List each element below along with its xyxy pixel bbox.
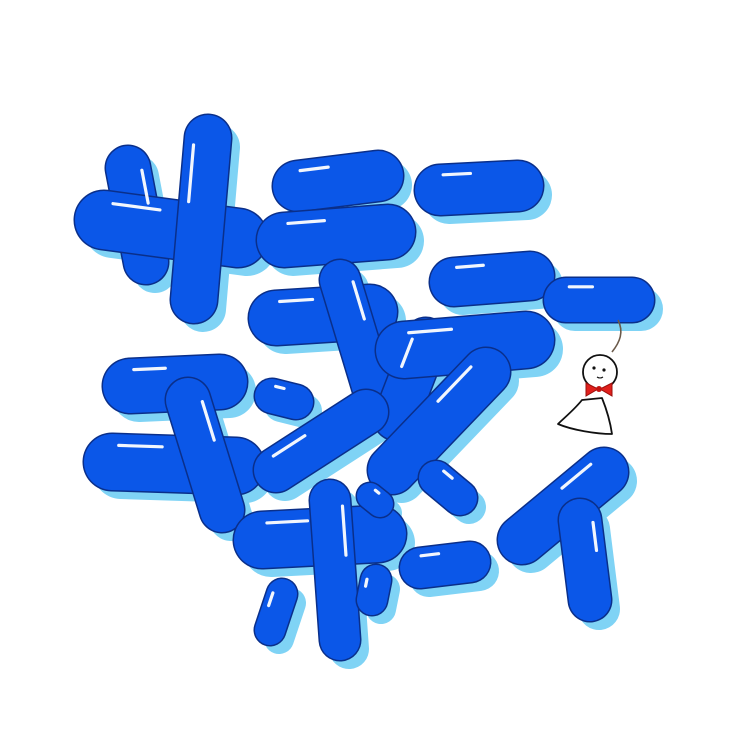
- sa2-bar-highlight: [278, 297, 315, 304]
- bo-right-stroke: [357, 565, 391, 615]
- bo-dot-highlight: [373, 488, 381, 495]
- i2-stroke-highlight: [400, 337, 414, 369]
- mo-stem-stroke: [166, 378, 244, 532]
- letter-fill-layer: [73, 113, 656, 662]
- ku-top-stroke: [376, 312, 554, 378]
- bo-right-highlight: [363, 577, 369, 588]
- ku-dot-stroke: [419, 461, 477, 515]
- ku-sweep-highlight: [436, 365, 473, 403]
- long-bar-1-highlight: [441, 171, 473, 177]
- long-bar-1-stroke: [415, 161, 543, 215]
- ni1-lower-stroke: [257, 205, 415, 267]
- ku-top-highlight: [407, 327, 454, 335]
- charm-bow-left: [585, 382, 600, 397]
- i2-bar-stroke: [430, 252, 554, 306]
- bo-dot-stroke: [357, 483, 393, 517]
- letter-highlight-layer: [111, 143, 599, 608]
- mo-mid-highlight: [117, 443, 164, 449]
- ku-sweep-stroke: [368, 348, 510, 494]
- bo-stem-highlight: [340, 504, 348, 557]
- sa-left-post-highlight: [140, 168, 150, 205]
- charm-left-eye: [592, 366, 596, 370]
- n-dot-stroke: [255, 379, 313, 419]
- sa-right-post-stroke: [171, 115, 231, 323]
- long-bar-3-stroke: [400, 542, 490, 588]
- n-dot-highlight: [274, 384, 286, 391]
- sa-crossbar-highlight: [111, 202, 162, 212]
- sa2-stem-highlight: [351, 280, 366, 321]
- bo-left-stroke: [255, 579, 297, 645]
- charm-bow-knot: [596, 386, 602, 392]
- sa2-stem-stroke: [320, 260, 392, 406]
- n-stroke-stroke: [254, 390, 388, 492]
- ni1-upper-stroke: [273, 151, 403, 211]
- teru-teru-bozu-icon: [557, 319, 622, 435]
- charm-bow-right: [598, 382, 613, 397]
- bo-stem-stroke: [310, 480, 360, 660]
- i-diag-highlight: [560, 462, 593, 490]
- ni1-lower-highlight: [286, 219, 326, 226]
- charm-robe: [557, 397, 613, 435]
- bo-bar-highlight: [265, 519, 310, 525]
- ni1-upper-highlight: [298, 165, 330, 173]
- long-bar-3-highlight: [419, 552, 441, 558]
- i-stem-highlight: [591, 520, 599, 553]
- mo-top-highlight: [132, 366, 167, 372]
- n-stroke-highlight: [271, 434, 307, 458]
- bo-left-highlight: [267, 591, 275, 608]
- charm-mouth: [596, 376, 604, 379]
- ku-dot-highlight: [442, 469, 454, 480]
- charm-string: [611, 319, 622, 353]
- mo-stem-highlight: [200, 400, 216, 442]
- charm-right-eye: [602, 368, 606, 372]
- i-stem-stroke: [559, 499, 611, 621]
- i2-bar-highlight: [455, 263, 485, 269]
- sa-right-post-highlight: [187, 143, 196, 204]
